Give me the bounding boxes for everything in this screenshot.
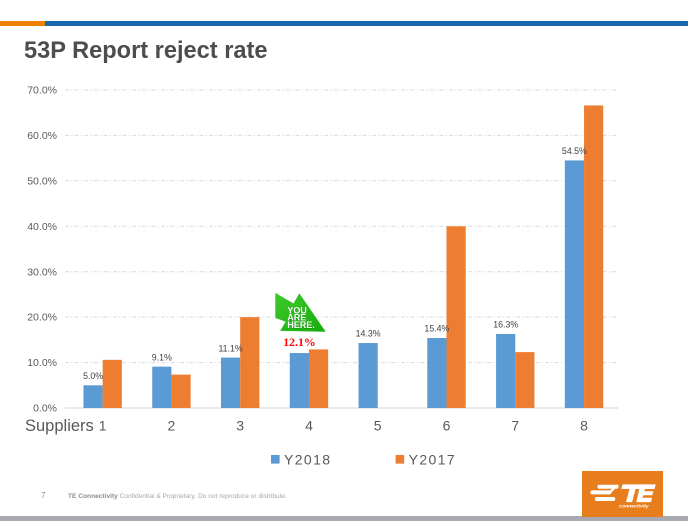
svg-text:7: 7	[511, 418, 519, 434]
svg-text:4: 4	[305, 418, 313, 434]
svg-text:40.0%: 40.0%	[27, 221, 57, 233]
svg-text:Y2018: Y2018	[284, 451, 331, 467]
svg-text:ARE: ARE	[287, 313, 306, 323]
svg-text:3: 3	[236, 418, 244, 434]
svg-text:5.0%: 5.0%	[83, 371, 103, 381]
svg-text:YOU: YOU	[287, 306, 307, 316]
svg-text:10.0%: 10.0%	[27, 357, 57, 369]
svg-text:5: 5	[374, 418, 382, 434]
svg-text:ARE: ARE	[287, 313, 306, 323]
svg-text:8: 8	[580, 418, 588, 434]
svg-text:0.0%: 0.0%	[33, 403, 57, 415]
svg-text:60.0%: 60.0%	[27, 130, 57, 142]
svg-text:2: 2	[168, 418, 176, 434]
svg-text:HERE.: HERE.	[287, 321, 315, 331]
svg-text:connectivity: connectivity	[619, 504, 649, 509]
svg-text:Y2017: Y2017	[409, 451, 456, 467]
svg-text:Suppliers: Suppliers	[25, 417, 94, 435]
svg-text:6: 6	[443, 418, 451, 434]
svg-text:1: 1	[99, 418, 107, 434]
svg-text:11.1%: 11.1%	[218, 343, 242, 353]
svg-text:YOU: YOU	[287, 305, 307, 315]
svg-text:54.5%: 54.5%	[562, 146, 587, 156]
svg-text:HERE.: HERE.	[287, 320, 315, 330]
svg-text:16.3%: 16.3%	[493, 320, 518, 330]
svg-text:9.1%: 9.1%	[152, 352, 172, 362]
svg-text:70.0%: 70.0%	[27, 85, 57, 97]
svg-text:30.0%: 30.0%	[27, 266, 57, 278]
svg-text:20.0%: 20.0%	[27, 312, 57, 324]
svg-text:14.3%: 14.3%	[356, 329, 381, 339]
svg-text:50.0%: 50.0%	[27, 175, 57, 187]
svg-text:15.4%: 15.4%	[424, 324, 449, 334]
svg-text:12.1%: 12.1%	[283, 335, 315, 349]
